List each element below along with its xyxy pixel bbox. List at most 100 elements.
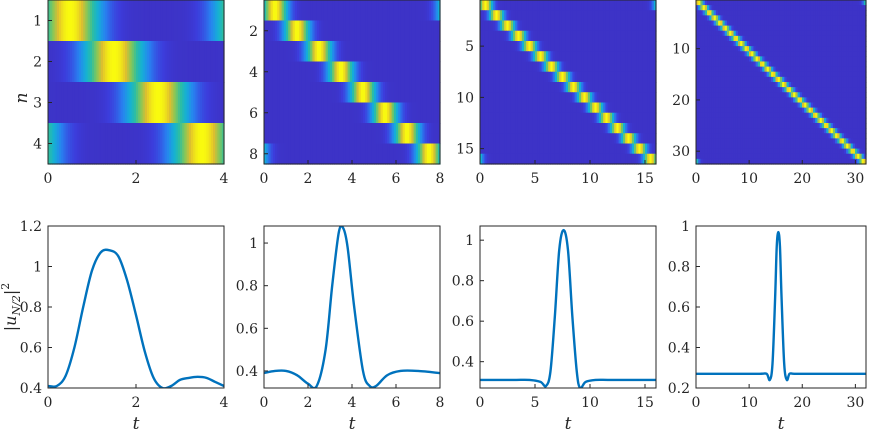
heatmap-3-cell xyxy=(508,51,512,63)
heatmap-3-cell xyxy=(488,0,492,11)
heatmap-3-cell xyxy=(561,10,565,22)
heatmap-4-cell xyxy=(848,148,852,155)
heatmap-4-cell xyxy=(843,133,847,139)
heatmap-2-cell xyxy=(407,61,410,83)
heatmap-3-cell xyxy=(541,82,545,93)
heatmap-4-cell xyxy=(742,92,746,98)
heatmap-4-cell xyxy=(799,5,803,11)
heatmap-4-cell xyxy=(786,61,790,68)
heatmap-3-cell xyxy=(557,112,560,124)
heatmap-3-cell xyxy=(616,41,620,52)
heatmap-4-cell xyxy=(729,10,732,16)
heatmap-4-cell xyxy=(784,30,788,37)
heatmap-4-cell xyxy=(806,87,810,93)
heatmap-3-cell xyxy=(596,82,600,93)
heatmap-3-cell xyxy=(620,92,624,104)
heatmap-4-cell xyxy=(782,117,785,124)
heatmap-4-cell xyxy=(835,15,838,22)
heatmap-2-cell xyxy=(352,123,355,145)
heatmap-3-cell xyxy=(535,0,538,11)
heatmap-4-cell xyxy=(715,123,719,129)
heatmap-4-cell xyxy=(786,87,790,93)
heatmap-1-cell xyxy=(87,0,91,42)
heatmap-4-cell xyxy=(700,30,704,37)
heatmap-4-cell xyxy=(824,92,827,98)
heatmap-3-cell xyxy=(618,82,622,93)
heatmap-4-cell xyxy=(821,148,825,155)
heatmap-3-cell xyxy=(594,51,598,63)
heatmap-3-cell xyxy=(484,102,488,114)
heatmap-3-cell xyxy=(598,10,602,22)
heatmap-3-cell xyxy=(616,112,620,124)
heatmap-2-cell xyxy=(281,102,285,124)
heatmap-1-cell xyxy=(70,41,73,83)
heatmap-4-cell xyxy=(755,102,759,109)
heatmap-3-cell xyxy=(548,41,551,52)
heatmap-4-cell xyxy=(757,15,761,22)
heatmap-2-cell xyxy=(336,82,340,104)
heatmap-4-cell xyxy=(817,46,821,52)
heatmap-3-cell xyxy=(625,51,628,63)
heatmap-4-cell xyxy=(790,46,794,52)
heatmap-4-cell xyxy=(819,15,823,22)
heatmap-4-cell xyxy=(711,10,715,16)
heatmap-1-cell xyxy=(142,41,146,83)
heatmap-3-cell xyxy=(596,133,600,145)
heatmap-3-cell xyxy=(585,20,589,32)
heatmap-2-cell xyxy=(378,20,382,42)
heatmap-3-cell xyxy=(554,20,558,32)
heatmap-2-cell xyxy=(404,20,408,42)
heatmap-1-cell xyxy=(105,0,108,42)
heatmap-4-cell xyxy=(740,128,743,134)
heatmap-2-cell xyxy=(382,20,386,42)
heatmap-3-cell xyxy=(583,102,587,114)
heatmap-4-cell xyxy=(707,87,710,93)
heatmap-1-ylabel: n xyxy=(12,93,32,104)
heatmap-4-cell xyxy=(729,15,732,22)
heatmap-3-cell xyxy=(612,41,615,52)
heatmap-3-cell xyxy=(484,0,488,11)
heatmap-2-cell xyxy=(409,0,412,22)
heatmap-3-cell xyxy=(587,10,591,22)
heatmap-3-cell xyxy=(552,20,556,32)
heatmap-3-cell xyxy=(519,82,523,93)
heatmap-4-cell xyxy=(777,76,781,83)
heatmap-4-cell xyxy=(731,133,735,139)
heatmap-4-cell xyxy=(762,158,766,165)
heatmap-4-cell xyxy=(733,66,737,73)
heatmap-4-cell xyxy=(784,76,788,83)
heatmap-4-cell xyxy=(782,46,785,52)
heatmap-4-cell xyxy=(861,66,865,73)
heatmap-4-cell xyxy=(748,41,752,47)
heatmap-2-cell xyxy=(380,123,384,145)
heatmap-4-cell xyxy=(854,0,858,6)
heatmap-4-cell xyxy=(854,107,858,114)
heatmap-4-cell xyxy=(793,87,796,93)
heatmap-3-cell xyxy=(618,92,622,104)
heatmap-4-cell xyxy=(733,5,737,11)
heatmap-4-cell xyxy=(762,76,766,83)
heatmap-4-cell xyxy=(801,10,805,16)
heatmap-4-cell xyxy=(775,5,779,11)
heatmap-4-cell xyxy=(793,102,796,109)
heatmap-4-cell xyxy=(696,138,699,145)
heatmap-3-cell xyxy=(565,10,569,22)
heatmap-4-cell xyxy=(751,148,754,155)
heatmap-4-cell xyxy=(715,46,719,52)
heatmap-1-cell xyxy=(52,0,56,42)
heatmap-4-cell xyxy=(740,92,743,98)
heatmap-4-cell xyxy=(713,20,717,27)
heatmap-2-cell xyxy=(387,41,390,63)
heatmap-4-cell xyxy=(700,41,704,47)
heatmap-3-cell xyxy=(528,143,532,155)
heatmap-4-cell xyxy=(793,82,796,88)
heatmap-2-cell xyxy=(347,20,351,42)
heatmap-4-cell xyxy=(782,51,785,57)
heatmap-4-cell xyxy=(799,97,803,104)
heatmap-3-cell xyxy=(517,71,521,83)
heatmap-4-cell xyxy=(813,87,816,93)
heatmap-2-cell xyxy=(290,82,294,104)
heatmap-3-cell xyxy=(612,71,615,83)
heatmap-3-cell xyxy=(513,133,516,145)
heatmap-4-cell xyxy=(737,82,741,88)
